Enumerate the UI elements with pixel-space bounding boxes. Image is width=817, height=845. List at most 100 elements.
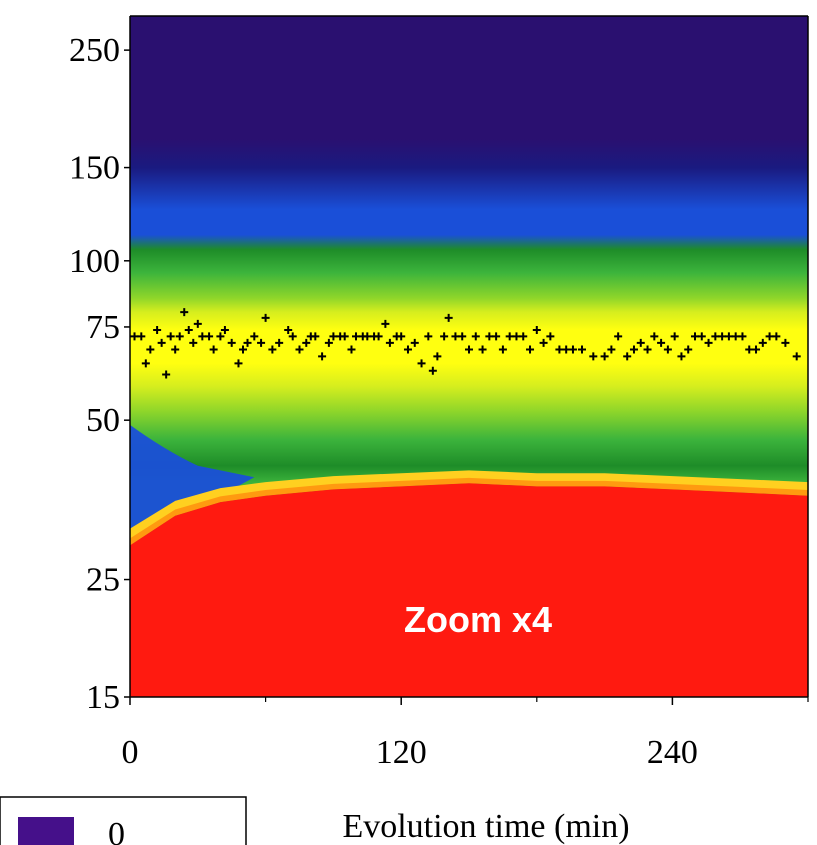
data-point-marker [257, 338, 266, 347]
data-point-marker [374, 332, 383, 341]
data-point-marker [492, 332, 501, 341]
data-point-marker [600, 352, 609, 361]
data-point-marker [731, 332, 740, 341]
data-point-marker [562, 345, 571, 354]
data-point-marker [684, 345, 693, 354]
data-point-marker [505, 332, 514, 341]
data-point-marker [428, 366, 437, 375]
data-point-marker [189, 338, 198, 347]
data-point-marker [465, 345, 473, 354]
data-point-marker [216, 332, 225, 341]
data-point-marker [657, 338, 666, 347]
y-tick-label: 25 [86, 562, 120, 599]
data-point-marker [745, 345, 754, 354]
data-point-marker [268, 345, 277, 354]
x-tick-label: 240 [647, 734, 698, 771]
data-point-marker [792, 352, 801, 361]
data-point-marker [250, 332, 259, 341]
x-tick-label: 120 [376, 734, 427, 771]
data-point-marker [607, 345, 616, 354]
data-point-marker [738, 332, 747, 341]
data-point-marker [458, 332, 467, 341]
data-point-marker [643, 345, 652, 354]
data-point-marker [318, 352, 327, 361]
data-point-marker [162, 370, 171, 379]
data-point-marker [758, 338, 767, 347]
data-point-marker [704, 338, 713, 347]
data-point-marker [440, 332, 449, 341]
data-point-marker [568, 345, 577, 354]
data-point-marker [546, 332, 555, 341]
data-point-marker [171, 345, 180, 354]
data-point-marker [781, 338, 790, 347]
data-point-marker [532, 326, 541, 335]
data-point-marker [539, 338, 548, 347]
data-point-marker [209, 345, 218, 354]
data-point-marker [478, 345, 487, 354]
data-point-marker [772, 332, 781, 341]
data-point-marker [284, 326, 293, 335]
data-point-marker [403, 345, 412, 354]
data-point-marker [227, 338, 236, 347]
data-point-marker [381, 319, 390, 328]
data-point-marker [340, 332, 349, 341]
data-point-marker [718, 332, 727, 341]
data-point-marker [137, 332, 146, 341]
data-point-marker [363, 332, 372, 341]
data-point-marker [519, 332, 528, 341]
legend: 0 [0, 796, 247, 845]
data-point-marker [302, 338, 311, 347]
y-tick-label: 150 [69, 150, 120, 187]
data-point-marker [410, 338, 419, 347]
data-point-marker [677, 352, 686, 361]
x-axis-title: Evolution time (min) [342, 808, 629, 845]
data-point-marker [130, 332, 139, 341]
legend-label: 0 [108, 816, 125, 845]
data-point-marker [198, 332, 207, 341]
data-point-marker [614, 332, 623, 341]
y-tick-label: 50 [86, 402, 120, 439]
data-point-marker [352, 332, 360, 341]
data-point-marker [711, 332, 720, 341]
data-point-marker [555, 345, 564, 354]
data-point-marker [166, 332, 175, 341]
data-point-marker [261, 313, 270, 322]
zoom-annotation: Zoom x4 [404, 599, 552, 640]
data-point-marker [691, 332, 699, 341]
data-point-marker [275, 338, 284, 347]
data-point-marker [234, 359, 243, 368]
marker-series [130, 308, 801, 379]
y-tick-label: 15 [86, 679, 120, 716]
data-point-marker [724, 332, 733, 341]
data-point-marker [347, 345, 356, 354]
data-point-marker [498, 345, 507, 354]
data-point-marker [243, 338, 252, 347]
data-point-marker [444, 313, 453, 322]
data-point-marker [697, 332, 706, 341]
data-point-marker [424, 332, 433, 341]
data-point-marker [397, 332, 406, 341]
data-point-marker [175, 332, 184, 341]
axes: 15 25 50 75 100 150 250 0 120 240 [69, 15, 809, 771]
data-point-marker [752, 345, 761, 354]
data-point-marker [765, 332, 774, 341]
data-point-marker [670, 332, 679, 341]
y-tick-label: 75 [86, 309, 120, 346]
data-point-marker [433, 352, 442, 361]
data-point-marker [220, 326, 229, 335]
data-point-marker [526, 345, 535, 354]
plot-area [130, 16, 808, 697]
data-point-marker [311, 332, 320, 341]
data-point-marker [663, 345, 672, 354]
legend-swatch [18, 817, 74, 845]
blue-region [130, 424, 255, 538]
data-point-marker [193, 319, 202, 328]
data-point-marker [205, 332, 214, 341]
data-point-marker [650, 332, 659, 341]
data-point-marker [636, 338, 645, 347]
data-point-marker [324, 338, 333, 347]
data-point-marker [471, 332, 480, 341]
y-tick-label: 100 [69, 243, 120, 280]
data-point-marker [239, 345, 247, 354]
